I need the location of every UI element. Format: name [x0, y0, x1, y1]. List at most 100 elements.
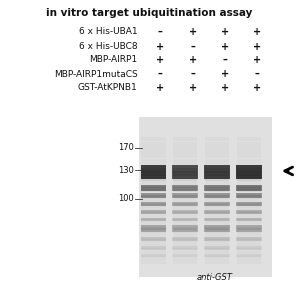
Bar [173, 193, 198, 198]
Bar [237, 257, 261, 258]
Bar [205, 239, 229, 243]
Bar [141, 165, 166, 179]
Bar [173, 254, 197, 255]
Bar [173, 189, 197, 191]
Bar [173, 243, 197, 247]
Bar [205, 142, 229, 146]
Bar [237, 236, 262, 241]
Bar [173, 150, 197, 154]
Bar [205, 174, 229, 178]
Bar [205, 168, 229, 173]
Bar [204, 236, 230, 241]
Bar [141, 154, 166, 158]
Bar [173, 248, 197, 252]
Bar [237, 217, 262, 221]
Text: 6 x His-UBC8: 6 x His-UBC8 [79, 42, 138, 51]
Bar [237, 197, 261, 201]
Bar [141, 197, 166, 201]
Bar [237, 239, 261, 241]
Bar [237, 195, 261, 197]
Bar [141, 138, 166, 141]
Bar [141, 226, 166, 228]
Bar [141, 247, 166, 248]
Bar [237, 184, 261, 188]
Bar [141, 217, 166, 221]
Bar [204, 193, 230, 198]
Bar [205, 248, 229, 249]
Bar [237, 239, 261, 243]
Bar [237, 230, 261, 233]
Bar [173, 239, 197, 241]
Bar [237, 248, 261, 252]
Bar [141, 219, 166, 220]
Bar [205, 252, 229, 256]
Bar [141, 257, 166, 258]
Bar [205, 205, 229, 207]
Text: +: + [156, 42, 164, 51]
Bar [173, 212, 197, 214]
Bar [205, 138, 229, 141]
Bar [205, 209, 229, 214]
Bar [205, 249, 229, 250]
Bar [173, 184, 197, 188]
Bar [173, 247, 197, 249]
Bar [173, 204, 197, 205]
Bar [141, 225, 166, 232]
Bar [237, 195, 261, 196]
Bar [237, 249, 261, 250]
Bar [141, 211, 166, 212]
Bar [173, 256, 197, 260]
Bar [205, 194, 229, 195]
Bar [173, 230, 197, 233]
Bar [173, 229, 197, 231]
Bar [173, 257, 197, 258]
Bar [237, 146, 261, 150]
Bar [237, 168, 261, 173]
Bar [205, 184, 229, 188]
Bar [205, 256, 229, 257]
Bar [237, 256, 261, 260]
Bar [205, 163, 229, 167]
Bar [205, 213, 229, 214]
Bar [173, 260, 197, 264]
Bar [141, 246, 166, 249]
Bar [141, 256, 166, 257]
Bar [173, 219, 197, 220]
Bar [141, 254, 166, 255]
Bar [173, 185, 197, 187]
Bar [205, 188, 229, 192]
Bar [205, 226, 229, 230]
Bar [141, 187, 166, 189]
Bar [205, 238, 229, 239]
Bar [205, 187, 229, 189]
Bar [205, 212, 229, 214]
Text: MBP-AIRP1: MBP-AIRP1 [89, 55, 138, 64]
Bar [173, 195, 197, 197]
Bar [173, 228, 197, 230]
Bar [173, 171, 197, 175]
Bar [141, 163, 166, 167]
Bar [173, 201, 197, 205]
Bar [141, 167, 166, 171]
Bar [205, 197, 229, 201]
Bar [141, 238, 166, 239]
Bar [141, 201, 166, 205]
Bar [141, 239, 166, 241]
Bar [173, 220, 197, 221]
Bar [141, 212, 166, 213]
Bar [205, 180, 229, 184]
Bar [173, 205, 197, 207]
Bar [237, 163, 261, 167]
Bar [141, 150, 166, 154]
Bar [141, 188, 166, 192]
Bar [173, 254, 198, 257]
Bar [173, 218, 197, 222]
Bar [173, 226, 197, 230]
Bar [205, 235, 229, 239]
Bar [204, 246, 230, 249]
Bar [237, 229, 261, 231]
Bar [237, 185, 261, 187]
Bar [141, 254, 166, 257]
Bar [205, 229, 229, 231]
Bar [237, 201, 261, 205]
